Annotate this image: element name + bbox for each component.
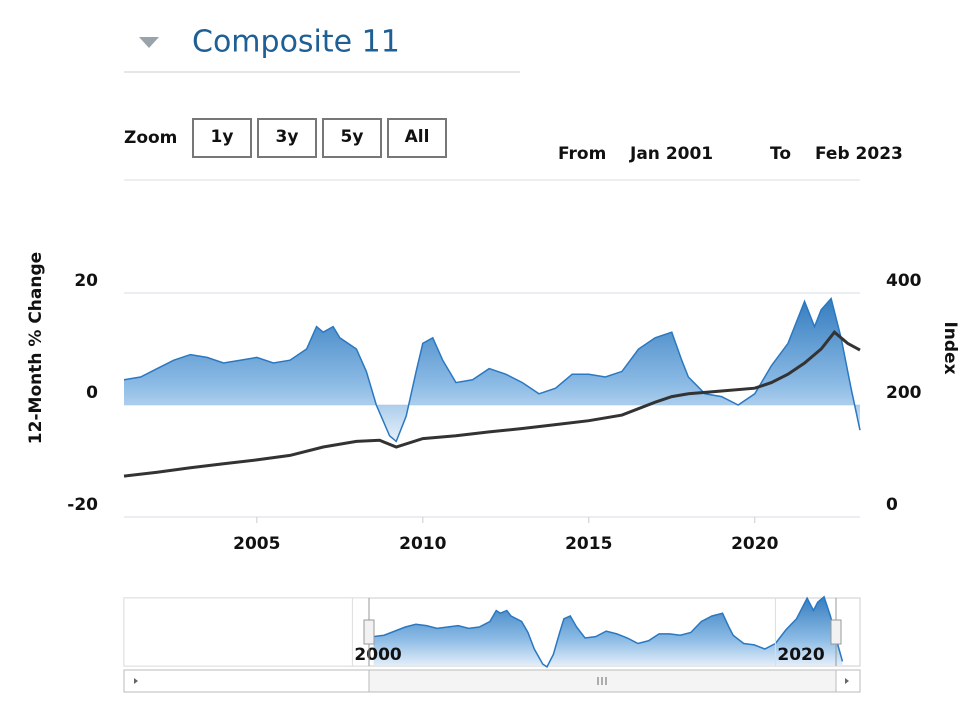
header-title: Composite 11 bbox=[192, 25, 400, 60]
x-tick-label: 2010 bbox=[399, 534, 446, 554]
zoom-button[interactable] bbox=[322, 118, 382, 158]
zoom-button-label: 5y bbox=[341, 127, 364, 147]
zoom-label: Zoom bbox=[124, 128, 177, 148]
to-label: To bbox=[770, 144, 791, 164]
navigator-handle[interactable] bbox=[830, 619, 842, 645]
zoom-button-label: All bbox=[405, 127, 430, 147]
x-tick-label: 2020 bbox=[731, 534, 778, 554]
y-tick-label: 0 bbox=[86, 383, 98, 403]
navigator-tick-label: 2000 bbox=[354, 645, 401, 665]
y2-tick-label: 400 bbox=[886, 271, 922, 291]
y-tick-label: -20 bbox=[67, 495, 98, 515]
zoom-button[interactable] bbox=[387, 118, 447, 158]
y2-tick-label: 200 bbox=[886, 383, 922, 403]
line bbox=[123, 330, 861, 478]
scroll-grip bbox=[597, 677, 607, 685]
navigator-mask bbox=[124, 598, 369, 666]
area-line bbox=[123, 297, 861, 443]
scroll-right[interactable] bbox=[845, 678, 849, 684]
navigator-tick-label: 2020 bbox=[777, 645, 824, 665]
y-axis-title: 12-Month % Change bbox=[26, 252, 46, 444]
navigator-handle[interactable] bbox=[363, 619, 375, 645]
x-tick-label: 2015 bbox=[565, 534, 612, 554]
zoom-button[interactable] bbox=[257, 118, 317, 158]
y2-tick-label: 0 bbox=[886, 495, 898, 515]
x-tick-label: 2005 bbox=[233, 534, 280, 554]
from-label: From bbox=[558, 144, 606, 164]
y-tick-label: 20 bbox=[74, 271, 98, 291]
zoom-button[interactable] bbox=[192, 118, 252, 158]
collapse-icon[interactable] bbox=[139, 37, 159, 48]
zoom-button-label: 1y bbox=[211, 127, 234, 147]
scroll-left[interactable] bbox=[134, 678, 138, 684]
zoom-button-label: 3y bbox=[276, 127, 299, 147]
from-date[interactable]: Jan 2001 bbox=[629, 144, 713, 164]
to-date[interactable]: Feb 2023 bbox=[815, 144, 903, 164]
y2-axis-title: Index bbox=[940, 321, 960, 374]
